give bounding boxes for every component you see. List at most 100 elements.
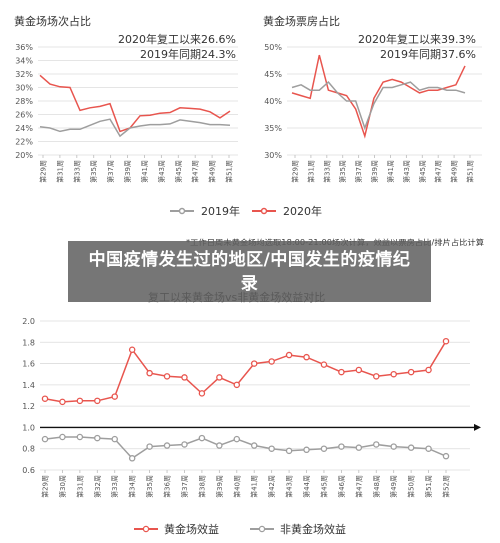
x-tick-label: 第49周	[450, 160, 459, 183]
x-tick-label: 第45周	[418, 160, 427, 183]
x-tick-label: 第49周	[208, 160, 217, 183]
x-tick-label: 第39周	[370, 160, 379, 183]
legend-label-non-golden: 非黄金场效益	[280, 522, 346, 536]
chart-title: 黄金场场次占比	[14, 14, 91, 28]
data-point	[338, 368, 345, 376]
chart-annotation: 2019年同期37.6%	[380, 47, 476, 61]
x-tick-label: 第43周	[402, 160, 411, 183]
data-point	[373, 441, 380, 448]
y-tick-label: 34%	[15, 57, 33, 66]
data-point	[146, 443, 153, 450]
x-tick-label: 第33周	[110, 475, 119, 498]
data-point	[76, 397, 84, 405]
data-point	[407, 444, 415, 451]
x-tick-label: 第45周	[174, 160, 183, 183]
x-tick-label: 第31周	[75, 475, 84, 498]
y-tick-label: 24%	[15, 124, 33, 133]
y-tick-label: 20%	[15, 151, 33, 160]
y-tick-label: 40%	[264, 97, 282, 106]
data-point	[198, 390, 206, 397]
data-point	[303, 353, 310, 361]
data-point	[355, 366, 363, 374]
y-tick-label: 30%	[264, 151, 282, 160]
data-point	[111, 435, 118, 443]
x-tick-label: 第29周	[41, 475, 50, 498]
x-tick-label: 第45周	[319, 475, 328, 498]
x-tick-label: 第35周	[89, 160, 98, 183]
reference-arrow	[474, 423, 481, 431]
x-tick-label: 第31周	[306, 160, 315, 183]
chart-efficiency-comparison: 复工以来黄金场vs非黄金场效益对比0.60.81.01.21.41.61.82.…	[22, 290, 481, 536]
data-point	[163, 442, 171, 449]
x-tick-label: 第36周	[163, 475, 172, 498]
legend-label-2019: 2019年	[201, 204, 240, 218]
data-point	[320, 361, 328, 368]
x-tick-label: 第42周	[267, 475, 276, 498]
data-point	[407, 368, 415, 376]
data-point	[216, 374, 223, 381]
x-tick-label: 第52周	[442, 475, 451, 498]
data-point	[94, 434, 101, 442]
data-point	[128, 346, 136, 353]
series-line	[39, 74, 231, 133]
x-tick-label: 第41周	[386, 160, 395, 183]
x-tick-label: 第51周	[225, 160, 234, 183]
data-point	[250, 360, 258, 367]
data-point	[216, 442, 223, 449]
data-point	[128, 455, 136, 462]
series-line	[39, 118, 231, 138]
chart-golden-boxoffice-share: 黄金场票房占比 2020年复工以来39.3%2019年同期37.6% 30% 35% 4…	[263, 14, 482, 183]
data-point	[390, 443, 397, 450]
x-tick-label: 第29周	[291, 160, 300, 183]
data-point	[59, 398, 66, 406]
data-point	[163, 373, 171, 380]
data-point	[181, 374, 188, 381]
y-tick-label: 0.8	[22, 445, 35, 454]
x-tick-label: 第50周	[407, 475, 416, 498]
chart-title: 黄金场票房占比	[263, 14, 340, 28]
legend-dot-non-golden	[258, 525, 266, 533]
data-point	[285, 447, 293, 455]
data-point	[268, 445, 275, 452]
series-line	[291, 81, 466, 131]
x-tick-label: 第41周	[250, 475, 259, 498]
data-point	[425, 366, 432, 374]
data-point	[268, 358, 275, 365]
series-line	[44, 436, 447, 460]
x-tick-label: 第44周	[302, 475, 311, 498]
legend-label-golden: 黄金场效益	[164, 522, 219, 536]
y-tick-label: 22%	[15, 138, 33, 147]
x-tick-label: 第39周	[215, 475, 224, 498]
y-tick-label: 50%	[264, 43, 282, 52]
data-point	[373, 373, 380, 380]
data-point	[233, 435, 241, 443]
overlay-banner: 中国疫情发生过的地区/中国发生的疫情纪录	[68, 241, 431, 302]
y-tick-label: 26%	[15, 111, 33, 120]
x-tick-label: 第47周	[354, 475, 363, 498]
x-tick-label: 第39周	[123, 160, 132, 183]
data-point	[442, 452, 450, 460]
y-tick-label: 45%	[264, 70, 282, 79]
x-tick-label: 第47周	[191, 160, 200, 183]
x-tick-label: 第34周	[128, 475, 137, 498]
data-point	[390, 370, 397, 378]
y-tick-label: 1.2	[22, 402, 35, 411]
data-point	[41, 395, 49, 402]
x-tick-label: 第31周	[55, 160, 64, 183]
y-tick-label: 1.0	[22, 423, 35, 432]
chart-annotation: 2019年同期24.3%	[140, 47, 236, 61]
data-point	[303, 446, 310, 454]
legend-top: 2019年 2020年	[170, 204, 322, 218]
y-tick-label: 30%	[15, 84, 33, 93]
data-point	[233, 381, 241, 389]
series-line	[44, 340, 447, 403]
x-tick-label: 第40周	[232, 475, 241, 498]
chart-golden-session-share: 黄金场场次占比 2020年复工以来26.6%2019年同期24.3% 20% 22% 2…	[14, 14, 238, 183]
x-tick-label: 第30周	[58, 475, 67, 498]
chart-annotation: 2020年复工以来39.3%	[358, 32, 476, 46]
x-tick-label: 第51周	[466, 160, 475, 183]
legend-dot-golden	[142, 525, 150, 533]
x-tick-label: 第32周	[93, 475, 102, 498]
y-tick-label: 1.6	[22, 360, 35, 369]
x-tick-label: 第33周	[72, 160, 81, 183]
